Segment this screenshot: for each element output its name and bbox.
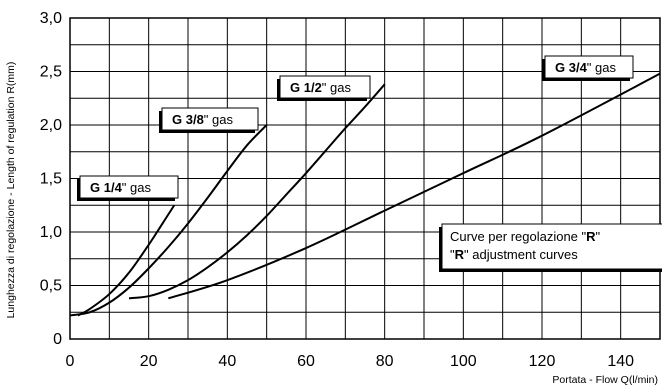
y-tick-label: 2,0 [40,117,62,134]
curve-label: G 3/4" gas [542,55,634,81]
y-axis-label: Lunghezza di regolazione - Length of reg… [5,62,17,319]
curve-label-text: G 1/2" gas [290,80,351,95]
annotation-line-2: "R" adjustment curves [450,247,578,262]
annotation-frame [441,223,662,270]
x-tick-label: 120 [529,353,556,370]
curve-label-box [161,107,259,131]
x-axis-label: Portata - Flow Q(l/min) [552,374,658,386]
curve-line [69,124,268,317]
y-tick-label: 0 [53,331,62,348]
y-tick-label: 2,5 [40,64,62,81]
curve-label: G 1/4" gas [77,175,179,201]
y-tick-label: 3,0 [40,10,62,27]
annotation-line-1: Curve per regolazione "R" [450,229,601,244]
x-tick-label: 60 [297,353,315,370]
curve-label-text: G 3/8" gas [172,112,233,127]
curve-label-box [79,175,179,199]
curve-line [128,83,386,300]
x-tick-label: 140 [607,353,634,370]
y-tick-label: 1,5 [40,171,62,188]
x-tick-label: 20 [140,353,158,370]
curve-label: G 3/8" gas [159,107,259,133]
annotation-box: Curve per regolazione "R" "R" adjustment … [439,223,662,272]
y-tick-label: 1,0 [40,224,62,241]
plot-frame [69,17,661,340]
curve-label-box [544,55,634,79]
curve-label-box [279,75,371,99]
y-tick-label: 0,5 [40,278,62,295]
x-tick-label: 80 [376,353,394,370]
x-tick-label: 40 [218,353,236,370]
curve-label-text: G 1/4" gas [90,180,151,195]
tick-labels: 0 20 40 60 80 100 120 140 0 0,5 1,0 1,5 2,0 2,5 3,0 [40,10,634,370]
curve-labels: G 1/4" gas G 3/8" gas G 1/2" gas G 3/4" gas [77,55,634,201]
grid [70,18,660,339]
curve-label: G 1/2" gas [277,75,371,101]
x-tick-label: 100 [450,353,477,370]
x-tick-label: 0 [66,353,75,370]
curve-label-text: G 3/4" gas [555,60,616,75]
curves-group [69,72,661,317]
curve-line [77,204,176,317]
curve-line [168,72,661,300]
